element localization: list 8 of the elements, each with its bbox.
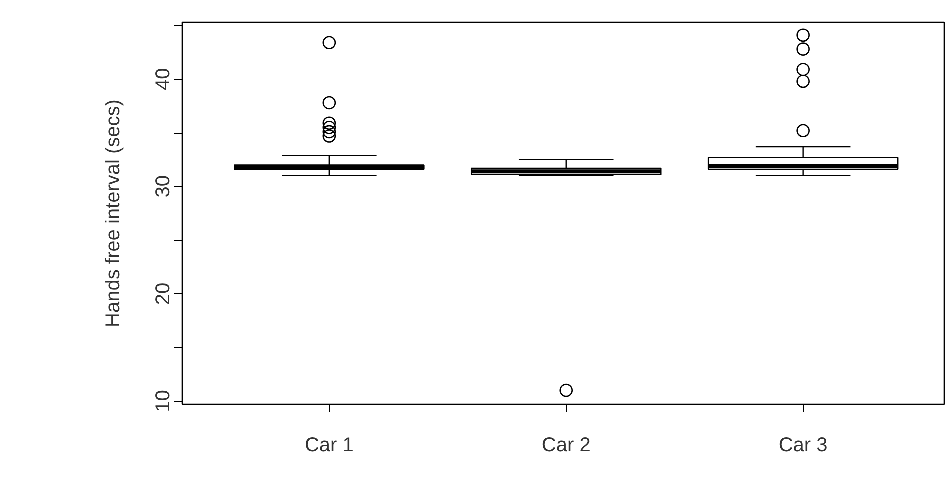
x-tick-label: Car 2 [542,434,591,456]
y-tick-label: 20 [152,282,174,306]
y-axis-title: Hands free interval (secs) [102,100,124,328]
y-tick-label: 30 [152,176,174,198]
x-tick-label: Car 3 [778,434,828,456]
y-tick-label: 40 [152,68,174,90]
x-tick-label: Car 1 [304,434,354,456]
y-tick-label: 10 [152,390,174,412]
